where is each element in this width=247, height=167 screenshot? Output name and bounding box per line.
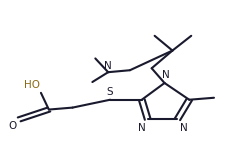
Text: S: S xyxy=(107,87,113,97)
Text: HO: HO xyxy=(24,79,40,90)
Text: N: N xyxy=(162,70,170,80)
Text: N: N xyxy=(104,61,112,70)
Text: O: O xyxy=(8,121,17,131)
Text: N: N xyxy=(180,123,187,133)
Text: N: N xyxy=(138,123,145,133)
